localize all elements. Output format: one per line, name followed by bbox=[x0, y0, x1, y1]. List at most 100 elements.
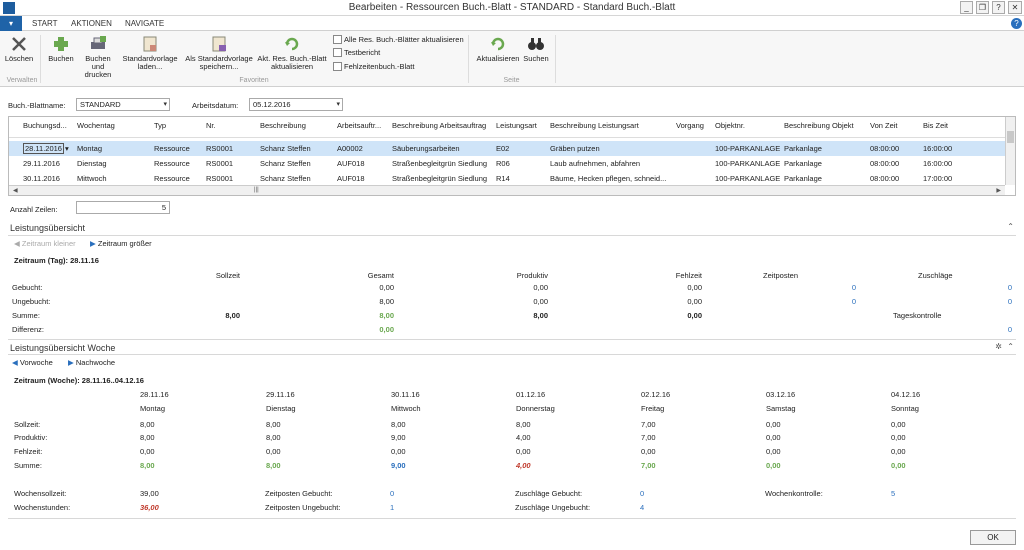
zs-ungebucht-value[interactable]: 4 bbox=[640, 503, 645, 512]
cell[interactable]: A00002 bbox=[337, 144, 363, 153]
chevron-down-icon[interactable]: ▾ bbox=[336, 101, 340, 108]
cell[interactable]: 28.11.2016 bbox=[23, 143, 64, 154]
cell[interactable]: Schanz Steffen bbox=[260, 144, 311, 153]
cell[interactable]: Säuberungsarbeiten bbox=[392, 144, 460, 153]
cell[interactable]: 100-PARKANLAGE bbox=[715, 174, 781, 183]
scroll-thumb-grip-icon[interactable]: ||| bbox=[254, 187, 259, 193]
zs-gebucht-value[interactable]: 0 bbox=[640, 489, 645, 498]
leistung-header[interactable]: Leistungsübersicht ⌃ bbox=[8, 220, 1016, 236]
col-bis-zeit[interactable]: Bis Zeit bbox=[923, 121, 949, 130]
cell[interactable]: AUF018 bbox=[337, 159, 365, 168]
cell[interactable]: Ressource bbox=[154, 174, 190, 183]
cell[interactable]: 16:00:00 bbox=[923, 144, 953, 153]
fehlzeiten-button[interactable]: Fehlzeitenbuch.-Blatt bbox=[333, 62, 414, 71]
col-beschreibung[interactable]: Beschreibung bbox=[260, 121, 306, 130]
zeitraum-groesser-button[interactable]: ▶ Zeitraum größer bbox=[90, 239, 152, 248]
cell[interactable]: 29.11.2016 bbox=[23, 159, 60, 168]
ok-button[interactable]: OK bbox=[970, 530, 1016, 545]
testbericht-button[interactable]: Testbericht bbox=[333, 48, 380, 57]
horizontal-scrollbar[interactable]: ◀ ||| ▶ bbox=[9, 185, 1005, 195]
buchen-button[interactable]: Buchen bbox=[46, 35, 76, 63]
standardvorlage-speichern-button[interactable]: Als Standardvorlage speichern... bbox=[182, 35, 256, 71]
tab-aktionen[interactable]: AKTIONEN bbox=[71, 19, 112, 28]
col-wochentag[interactable]: Wochentag bbox=[77, 121, 115, 130]
gebucht-zeitposten[interactable]: 0 bbox=[851, 283, 856, 292]
cell[interactable]: 100-PARKANLAGE bbox=[715, 144, 781, 153]
col-nr[interactable]: Nr. bbox=[206, 121, 216, 130]
table-row[interactable]: 29.11.2016 Dienstag Ressource RS0001 Sch… bbox=[9, 156, 1005, 171]
scroll-right-icon[interactable]: ▶ bbox=[996, 188, 1001, 194]
cell[interactable]: Laub aufnehmen, abfahren bbox=[550, 159, 641, 168]
chevron-up-icon[interactable]: ⌃ bbox=[1007, 222, 1014, 231]
col-von-zeit[interactable]: Von Zeit bbox=[870, 121, 898, 130]
cell[interactable]: Parkanlage bbox=[784, 144, 822, 153]
help-icon[interactable]: ? bbox=[1011, 18, 1022, 29]
vertical-scrollbar[interactable] bbox=[1005, 117, 1015, 185]
wochenkontrolle-value[interactable]: 5 bbox=[891, 489, 896, 498]
cell[interactable]: Montag bbox=[77, 144, 103, 153]
cell[interactable]: Straßenbegleitgrün Siedlung bbox=[392, 174, 488, 183]
nachwoche-button[interactable]: ▶ Nachwoche bbox=[68, 358, 115, 367]
cell[interactable]: Parkanlage bbox=[784, 159, 822, 168]
ungebucht-zuschlaege[interactable]: 0 bbox=[1007, 297, 1012, 306]
cell[interactable]: 17:00:00 bbox=[923, 174, 953, 183]
datum-field[interactable]: 05.12.2016 ▾ bbox=[249, 98, 343, 111]
col-typ[interactable]: Typ bbox=[154, 121, 167, 130]
minimize-icon[interactable]: _ bbox=[960, 1, 973, 14]
vorwoche-button[interactable]: ◀ Vorwoche bbox=[12, 358, 53, 367]
blattname-field[interactable]: STANDARD ▾ bbox=[76, 98, 170, 111]
scroll-thumb[interactable] bbox=[1007, 131, 1014, 143]
suchen-button[interactable]: Suchen bbox=[522, 35, 550, 63]
cell[interactable]: Straßenbegleitgrün Siedlung bbox=[392, 159, 488, 168]
zeitraum-kleiner-button[interactable]: ◀ Zeitraum kleiner bbox=[14, 239, 76, 248]
table-row[interactable]: 30.11.2016 Mittwoch Ressource RS0001 Sch… bbox=[9, 171, 1005, 186]
cell[interactable]: Parkanlage bbox=[784, 174, 822, 183]
app-menu-button[interactable]: ▾ bbox=[0, 16, 22, 31]
col-leistungsart[interactable]: Leistungsart bbox=[496, 121, 537, 130]
tab-start[interactable]: START bbox=[32, 19, 58, 28]
gebucht-zuschlaege[interactable]: 0 bbox=[1007, 283, 1012, 292]
loeschen-button[interactable]: Löschen bbox=[4, 35, 34, 63]
cell[interactable]: R06 bbox=[496, 159, 510, 168]
cell[interactable]: Dienstag bbox=[77, 159, 107, 168]
cell[interactable]: AUF018 bbox=[337, 174, 365, 183]
anzahl-field[interactable]: 5 bbox=[76, 201, 170, 214]
akt-res-button[interactable]: Akt. Res. Buch.-Blatt aktualisieren bbox=[256, 35, 328, 71]
restore-icon[interactable]: ❐ bbox=[976, 1, 989, 14]
chevron-up-icon[interactable]: ⌃ bbox=[1007, 342, 1014, 351]
cell[interactable]: 30.11.2016 bbox=[23, 174, 60, 183]
tageskontrolle-value[interactable]: 0 bbox=[1007, 325, 1012, 334]
close-icon[interactable]: ✕ bbox=[1008, 1, 1022, 14]
cell[interactable]: RS0001 bbox=[206, 159, 234, 168]
chevron-down-icon[interactable]: ▾ bbox=[65, 144, 69, 153]
alle-res-button[interactable]: Alle Res. Buch.-Blätter aktualisieren bbox=[333, 35, 464, 44]
cell[interactable]: 16:00:00 bbox=[923, 159, 953, 168]
cell[interactable]: 100-PARKANLAGE bbox=[715, 159, 781, 168]
cell[interactable]: Bäume, Hecken pflegen, schneid... bbox=[550, 174, 667, 183]
cell[interactable]: 08:00:00 bbox=[870, 144, 900, 153]
ungebucht-zeitposten[interactable]: 0 bbox=[851, 297, 856, 306]
col-buchungsdatum[interactable]: Buchungsd... bbox=[23, 121, 67, 130]
col-beschr-arbeitsauftrag[interactable]: Beschreibung Arbeitsauftrag bbox=[392, 121, 487, 130]
aktualisieren-button[interactable]: Aktualisieren bbox=[474, 35, 522, 63]
cell[interactable]: Mittwoch bbox=[77, 174, 107, 183]
cell[interactable]: R14 bbox=[496, 174, 510, 183]
col-beschr-leistungsart[interactable]: Beschreibung Leistungsart bbox=[550, 121, 639, 130]
cell[interactable]: 08:00:00 bbox=[870, 159, 900, 168]
cell[interactable]: 08:00:00 bbox=[870, 174, 900, 183]
zp-ungebucht-value[interactable]: 1 bbox=[390, 503, 395, 512]
standardvorlage-laden-button[interactable]: Standardvorlage laden... bbox=[122, 35, 178, 71]
cell[interactable]: Gräben putzen bbox=[550, 144, 600, 153]
col-arbeitsauftrag[interactable]: Arbeitsauftr... bbox=[337, 121, 382, 130]
chevron-down-icon[interactable]: ▾ bbox=[163, 101, 167, 108]
cell[interactable]: Ressource bbox=[154, 159, 190, 168]
cell[interactable]: Schanz Steffen bbox=[260, 174, 311, 183]
table-row[interactable]: 28.11.2016 ▾ Montag Ressource RS0001 Sch… bbox=[9, 141, 1005, 156]
cell[interactable]: RS0001 bbox=[206, 144, 234, 153]
cell[interactable]: Schanz Steffen bbox=[260, 159, 311, 168]
woche-header[interactable]: Leistungsübersicht Woche ✲ ⌃ bbox=[8, 339, 1016, 355]
col-objektnr[interactable]: Objektnr. bbox=[715, 121, 746, 130]
col-beschr-objekt[interactable]: Beschreibung Objekt bbox=[784, 121, 854, 130]
cell[interactable]: RS0001 bbox=[206, 174, 234, 183]
help-small-icon[interactable]: ? bbox=[992, 1, 1005, 14]
